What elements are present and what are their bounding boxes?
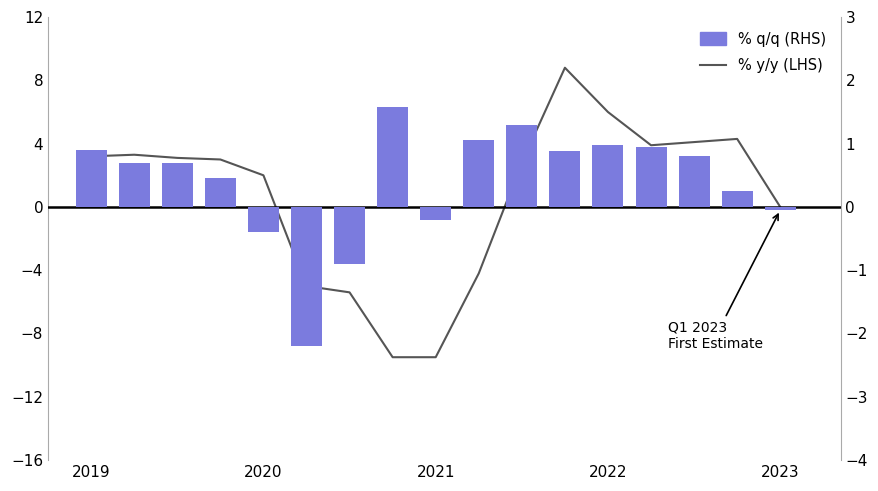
- Text: Q1 2023
First Estimate: Q1 2023 First Estimate: [667, 214, 777, 351]
- Bar: [291, 207, 321, 346]
- Bar: [592, 145, 623, 207]
- Bar: [678, 156, 709, 207]
- Bar: [205, 178, 235, 207]
- Bar: [76, 150, 106, 207]
- Bar: [334, 207, 364, 264]
- Bar: [463, 140, 493, 207]
- Bar: [377, 107, 407, 207]
- Bar: [549, 151, 579, 207]
- Bar: [721, 191, 752, 207]
- Bar: [506, 125, 536, 207]
- Bar: [162, 163, 192, 207]
- Bar: [119, 163, 149, 207]
- Legend: % q/q (RHS), % y/y (LHS): % q/q (RHS), % y/y (LHS): [692, 25, 832, 81]
- Bar: [635, 147, 666, 207]
- Bar: [420, 207, 450, 219]
- Bar: [764, 207, 795, 210]
- Bar: [248, 207, 278, 232]
